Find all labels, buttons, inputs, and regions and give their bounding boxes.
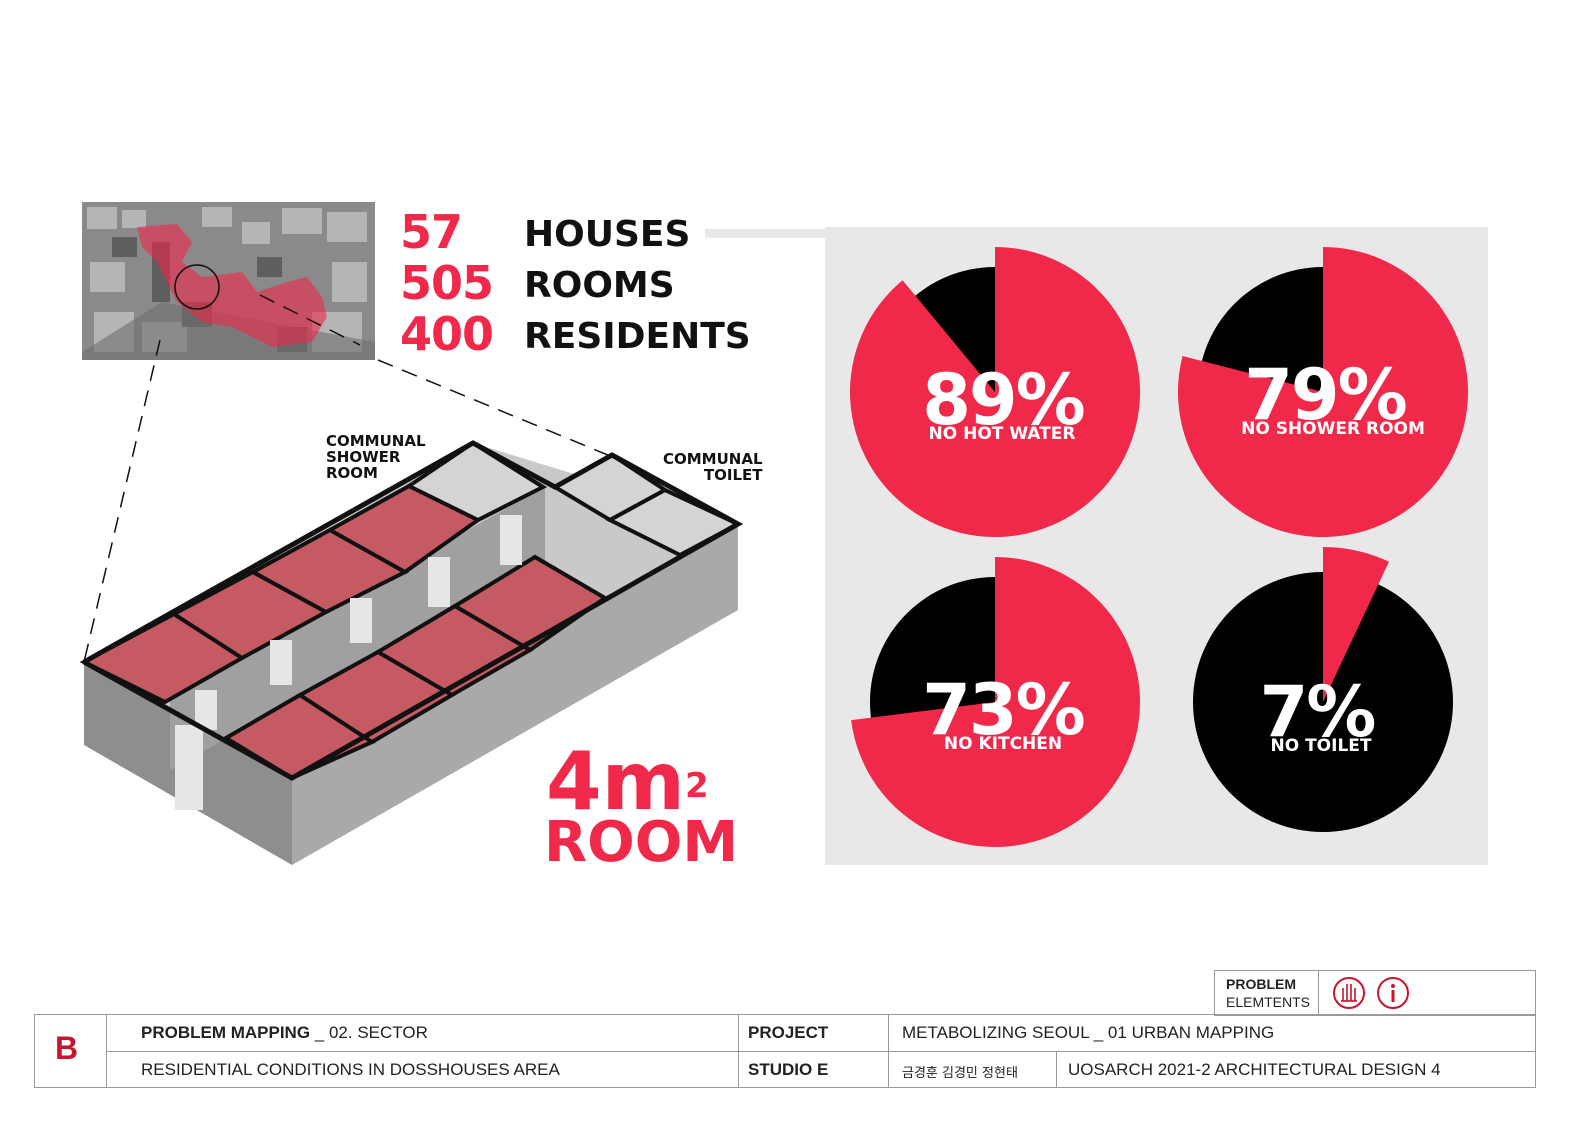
- authors: 금경훈 김경민 정현태: [902, 1066, 1018, 1081]
- residents-count: 400: [400, 307, 494, 361]
- pie-4-slice: [1323, 547, 1389, 702]
- project-value: METABOLIZING SEOUL _ 01 URBAN MAPPING: [902, 1023, 1275, 1042]
- pie-1-percent: 89%: [922, 359, 1086, 441]
- title-block-row-divider: [106, 1051, 1536, 1052]
- connector-line: [705, 229, 825, 238]
- legend-title: PROBLEM: [1226, 976, 1296, 992]
- pie-charts: [850, 247, 1468, 847]
- info-icon: [1377, 977, 1409, 1009]
- sheet-title-rest: _ 02. SECTOR: [310, 1023, 428, 1042]
- toilet-label: COMMUNAL TOILET: [663, 450, 763, 484]
- pie-1-caption: NO HOT WATER: [928, 424, 1076, 444]
- houses-count: 57: [400, 205, 463, 259]
- pie-1-slice: [850, 247, 1140, 537]
- aerial-map: [82, 202, 375, 360]
- residents-label: RESIDENTS: [524, 316, 751, 357]
- sheet-title: PROBLEM MAPPING _ 02. SECTOR: [141, 1023, 428, 1043]
- room-area: 4m2: [546, 742, 709, 822]
- sheet-letter: B: [55, 1030, 79, 1066]
- legend-divider: [1318, 970, 1319, 1016]
- pie-4-percent: 7%: [1259, 671, 1377, 753]
- project-label: PROJECT: [748, 1023, 829, 1042]
- sheet-subtitle: RESIDENTIAL CONDITIONS IN DOSSHOUSES ARE…: [141, 1060, 560, 1079]
- pie-2-caption: NO SHOWER ROOM: [1241, 419, 1425, 439]
- room-area-sup: 2: [685, 766, 709, 806]
- pie-4-caption: NO TOILET: [1270, 736, 1372, 756]
- isometric-building: [79, 294, 744, 865]
- room-area-value: 4m: [546, 735, 686, 828]
- shower-room-label: COMMUNAL SHOWER ROOM: [326, 432, 426, 482]
- rooms-label: ROOMS: [524, 265, 675, 306]
- sheet-title-bold: PROBLEM MAPPING: [141, 1023, 311, 1042]
- pie-3-caption: NO KITCHEN: [943, 734, 1063, 754]
- pie-2-slice: [1178, 247, 1468, 537]
- studio-label: STUDIO E: [748, 1060, 829, 1079]
- legend-box: [1214, 970, 1536, 1016]
- pie-2-percent: 79%: [1244, 354, 1408, 436]
- course: UOSARCH 2021-2 ARCHITECTURAL DESIGN 4: [1068, 1060, 1441, 1079]
- pie-3-slice: [851, 557, 1140, 847]
- rooms-count: 505: [400, 256, 494, 310]
- room-word: ROOM: [544, 810, 739, 875]
- pie-3-percent: 73%: [922, 669, 1086, 751]
- title-block-divider-4: [1056, 1051, 1057, 1088]
- houses-label: HOUSES: [524, 214, 691, 255]
- building-icon: [1333, 977, 1365, 1009]
- legend-subtitle: ELEMTENTS: [1226, 994, 1311, 1010]
